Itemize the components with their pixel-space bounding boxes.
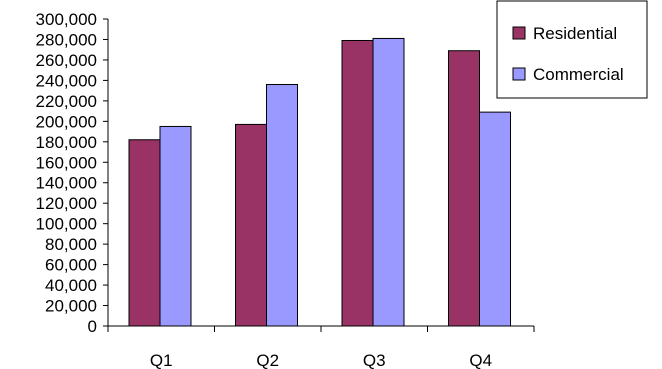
y-tick-label: 280,000 xyxy=(36,30,97,49)
bars xyxy=(128,37,511,327)
legend-box xyxy=(496,0,648,99)
y-tick-label: 80,000 xyxy=(45,235,97,254)
legend: Residential Commercial xyxy=(496,0,648,99)
y-tick-label: 160,000 xyxy=(36,153,97,172)
bar-commercial-q1 xyxy=(159,125,192,327)
bar-residential-q2 xyxy=(235,123,267,327)
y-tick-label: 120,000 xyxy=(36,194,97,213)
y-tick-label: 100,000 xyxy=(36,215,97,234)
y-tick-label: 260,000 xyxy=(36,51,97,70)
bar-commercial-q3 xyxy=(372,37,405,327)
bar-residential-q3 xyxy=(341,39,374,327)
x-tick-label: Q3 xyxy=(363,351,386,369)
bar-residential-q1 xyxy=(128,139,161,327)
y-tick-label: 240,000 xyxy=(36,71,97,90)
y-tick-label: 200,000 xyxy=(36,112,97,131)
y-tick-label: 0 xyxy=(88,317,97,336)
y-tick-label: 180,000 xyxy=(36,133,97,152)
y-tick-label: 220,000 xyxy=(36,92,97,111)
y-tick-label: 40,000 xyxy=(45,276,97,295)
y-tick-label: 60,000 xyxy=(45,256,97,275)
bar-residential-q4 xyxy=(448,50,480,327)
bar-commercial-q2 xyxy=(266,83,298,327)
y-tick-label: 300,000 xyxy=(36,10,97,29)
y-axis: 020,00040,00060,00080,000100,000120,0001… xyxy=(36,10,109,336)
bar-commercial-q4 xyxy=(479,111,511,327)
x-tick-label: Q2 xyxy=(256,351,279,369)
x-tick-label: Q1 xyxy=(150,351,173,369)
legend-label-residential: Residential xyxy=(533,24,617,43)
y-tick-label: 20,000 xyxy=(45,297,97,316)
legend-label-commercial: Commercial xyxy=(533,65,624,84)
y-tick-label: 140,000 xyxy=(36,174,97,193)
legend-swatch-residential xyxy=(512,26,526,40)
x-axis: Q1 Q2 Q3 Q4 xyxy=(107,325,535,369)
x-tick-label: Q4 xyxy=(469,351,492,369)
legend-swatch-commercial xyxy=(512,67,526,81)
